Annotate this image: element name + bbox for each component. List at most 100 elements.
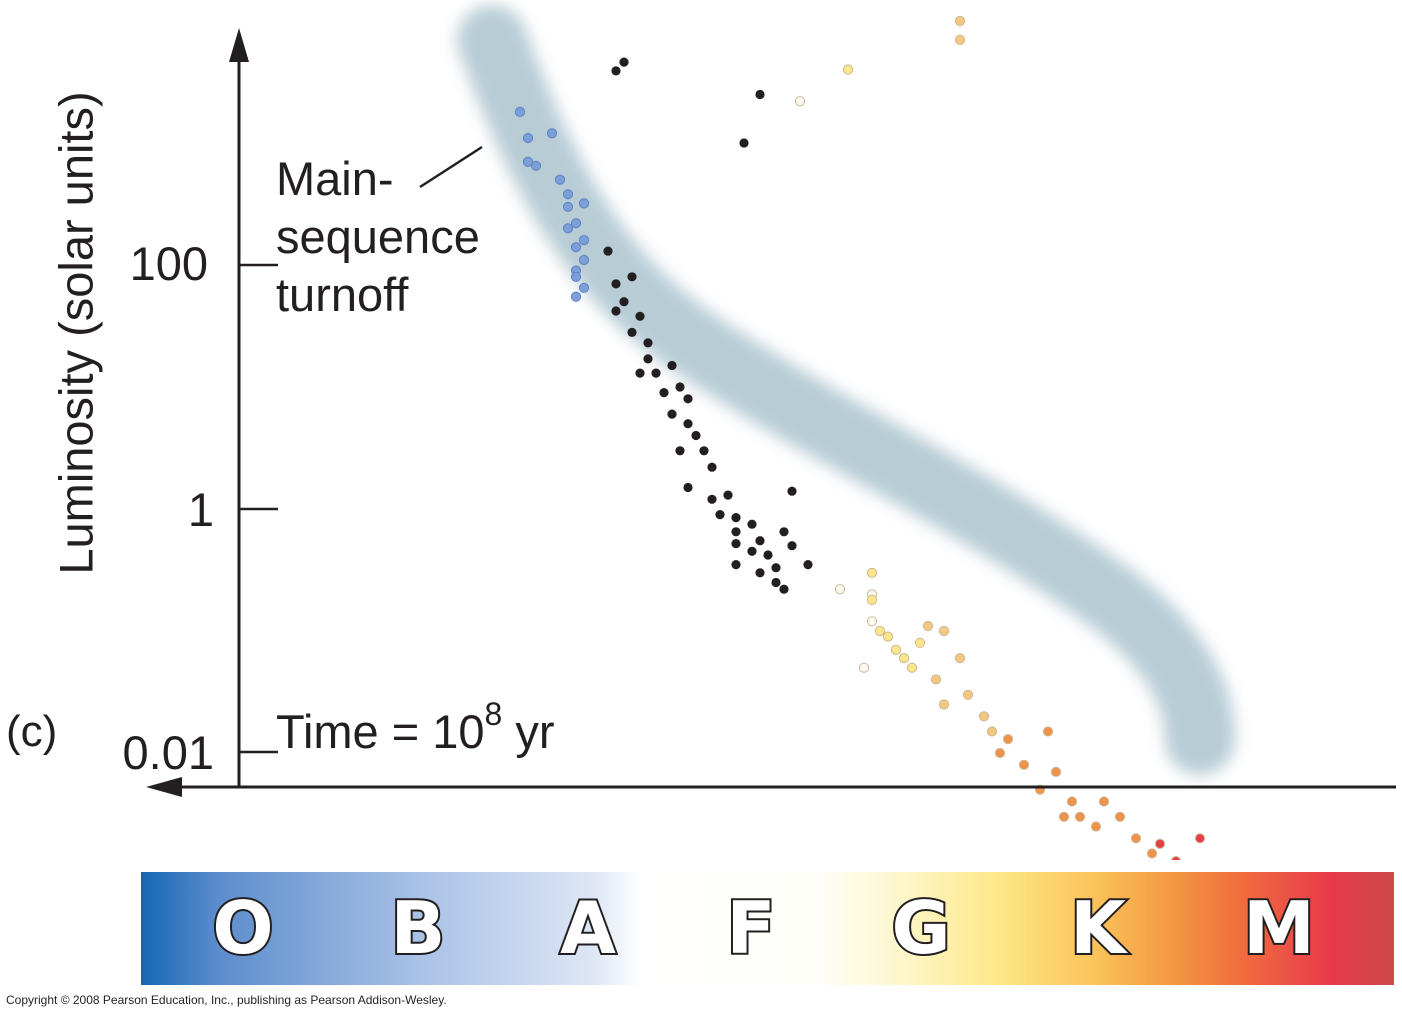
- star-point: [763, 550, 773, 560]
- x-axis-arrow: [146, 777, 182, 797]
- star-point: [1090, 821, 1102, 832]
- star-point: [1130, 833, 1142, 844]
- star-points: [514, 15, 1206, 860]
- star-point: [578, 235, 590, 246]
- spectral-class-bar: [141, 872, 1394, 985]
- star-point: [1002, 734, 1014, 745]
- y-tick-label: 0.01: [122, 726, 214, 779]
- star-point: [803, 560, 813, 570]
- star-point: [651, 368, 661, 378]
- star-point: [619, 297, 629, 307]
- annotation-pointer: [419, 145, 483, 189]
- star-point: [635, 311, 645, 321]
- star-point: [731, 539, 741, 549]
- spectral-class-f: F: [724, 884, 777, 972]
- star-point: [866, 616, 878, 627]
- star-point: [715, 509, 725, 520]
- star-point: [578, 254, 590, 266]
- star-point: [570, 242, 582, 253]
- star-point: [707, 462, 717, 472]
- star-point: [994, 747, 1006, 759]
- star-point: [779, 584, 789, 594]
- star-point: [954, 34, 966, 46]
- star-point: [874, 625, 886, 637]
- y-axis-arrow: [229, 28, 249, 62]
- star-point: [667, 409, 677, 419]
- star-point: [683, 419, 693, 429]
- star-point: [643, 354, 653, 364]
- star-point: [755, 536, 765, 546]
- star-point: [747, 546, 757, 556]
- star-point: [779, 527, 789, 537]
- star-point: [978, 711, 990, 722]
- star-point: [683, 394, 693, 404]
- turnoff-annotation-line: sequence: [276, 210, 480, 263]
- star-point: [1098, 796, 1110, 807]
- spectral-class-m: M: [1241, 884, 1317, 972]
- star-point: [699, 446, 709, 456]
- star-point: [723, 490, 733, 500]
- star-point: [1171, 856, 1181, 860]
- star-point: [1114, 811, 1126, 822]
- star-point: [562, 201, 574, 212]
- star-point: [866, 567, 878, 578]
- star-point: [691, 430, 701, 441]
- star-point: [578, 282, 590, 293]
- star-point: [570, 291, 582, 302]
- star-point: [627, 327, 637, 337]
- turnoff-annotation: Main-sequence turnoff: [276, 150, 480, 324]
- star-point: [659, 388, 669, 398]
- star-point: [1050, 766, 1062, 778]
- star-point: [731, 527, 741, 537]
- star-point: [707, 494, 717, 504]
- star-point: [954, 653, 966, 664]
- hr-diagram-plot: [146, 5, 1396, 860]
- star-point: [522, 156, 534, 167]
- spectral-class-a: A: [558, 884, 618, 972]
- star-point: [787, 486, 797, 496]
- star-point: [1042, 726, 1054, 737]
- star-point: [1074, 811, 1086, 822]
- time-label: Time = 108 yr: [276, 698, 555, 760]
- main-sequence-band: [457, 5, 1235, 775]
- star-point: [731, 513, 741, 523]
- star-point: [1194, 833, 1206, 844]
- star-point: [1146, 848, 1158, 859]
- spectral-class-g: G: [889, 884, 952, 972]
- star-point: [858, 662, 870, 673]
- spectral-class-o: O: [210, 884, 275, 972]
- star-point: [914, 637, 926, 648]
- star-point: [514, 106, 526, 118]
- star-point: [627, 272, 637, 282]
- y-tick-label: 1: [187, 483, 214, 536]
- time-label-suffix: yr: [502, 705, 555, 758]
- star-point: [938, 699, 950, 710]
- star-point: [611, 306, 621, 316]
- star-point: [683, 482, 693, 493]
- star-point: [771, 577, 781, 588]
- star-point: [747, 519, 757, 529]
- star-point: [562, 223, 574, 234]
- star-point: [731, 560, 741, 570]
- star-point: [954, 15, 966, 27]
- star-point: [890, 644, 902, 656]
- star-point: [603, 246, 613, 256]
- star-point: [787, 541, 797, 551]
- star-point: [922, 620, 934, 632]
- star-point: [611, 66, 621, 76]
- y-tick-label: 100: [129, 237, 208, 290]
- star-point: [755, 568, 765, 578]
- star-point: [1018, 759, 1030, 770]
- star-point: [546, 128, 558, 139]
- star-point: [619, 57, 629, 67]
- turnoff-annotation-line: turnoff: [276, 268, 409, 321]
- spectral-class-b: B: [389, 884, 448, 972]
- star-point: [675, 382, 685, 392]
- star-point: [675, 446, 685, 456]
- star-point: [930, 674, 942, 685]
- star-point: [938, 625, 950, 637]
- star-point: [962, 689, 974, 700]
- star-point: [771, 563, 781, 573]
- star-point: [898, 653, 910, 664]
